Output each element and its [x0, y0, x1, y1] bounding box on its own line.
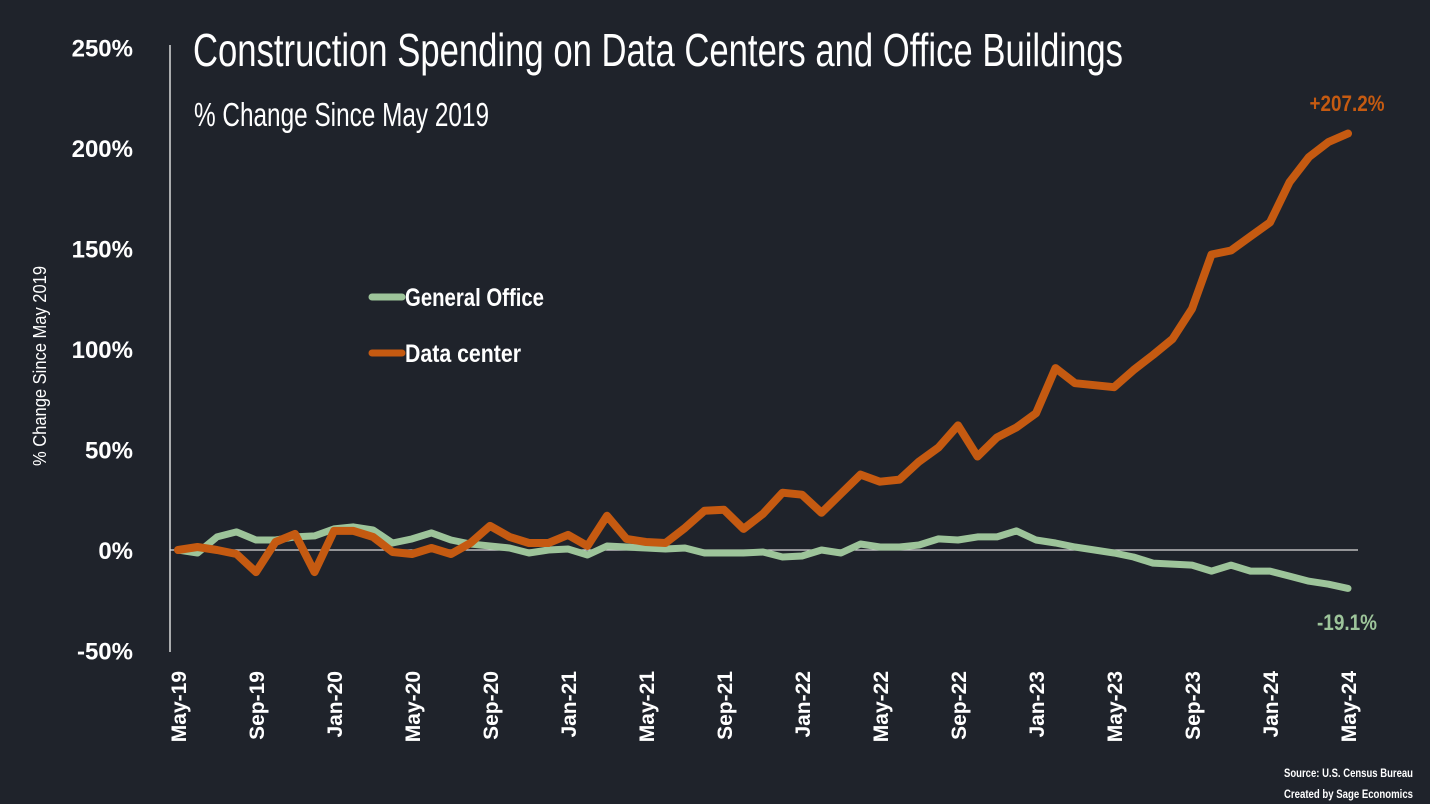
x-tick-label: May-19	[168, 671, 191, 742]
x-tick-label: Jan-22	[792, 671, 815, 738]
y-tick-label: 250%	[72, 36, 133, 63]
x-tick-label: Sep-22	[948, 671, 971, 740]
source-note: Source: U.S. Census Bureau	[1284, 766, 1413, 780]
legend-item-general-office[interactable]: General Office	[368, 284, 544, 312]
x-tick-label: Sep-23	[1182, 671, 1205, 740]
x-axis-ticks: May-19 Sep-19 Jan-20 May-20 Sep-20 Jan-21 May-…	[168, 671, 1361, 743]
legend: General Office Data center	[368, 284, 544, 368]
x-tick-label: Jan-24	[1260, 671, 1283, 738]
legend-item-data-center[interactable]: Data center	[368, 340, 521, 368]
x-tick-label: Sep-20	[480, 671, 503, 740]
y-tick-label: 50%	[85, 438, 133, 465]
legend-label-general-office: General Office	[405, 284, 544, 312]
x-tick-label: Jan-23	[1026, 671, 1049, 738]
x-tick-label: Sep-19	[246, 671, 269, 740]
y-tick-label: 200%	[72, 136, 133, 163]
y-tick-label: 0%	[98, 538, 133, 565]
data-center-end-label: +207.2%	[1310, 91, 1385, 116]
chart-title: Construction Spending on Data Centers an…	[193, 24, 1123, 76]
credit-note: Created by Sage Economics	[1284, 787, 1413, 801]
y-axis-ticks: -50% 0% 50% 100% 150% 200% 250%	[72, 36, 133, 666]
series-line-general-office	[174, 523, 1352, 592]
y-tick-label: -50%	[77, 639, 133, 666]
y-axis-title: % Change Since May 2019	[30, 266, 50, 466]
x-tick-label: Sep-21	[714, 671, 737, 740]
x-tick-label: Jan-21	[558, 671, 581, 738]
general-office-end-label: -19.1%	[1317, 610, 1377, 635]
y-tick-label: 100%	[72, 337, 133, 364]
series-line-data-center	[174, 129, 1352, 577]
x-tick-label: May-20	[402, 671, 425, 742]
legend-label-data-center: Data center	[405, 340, 521, 368]
y-tick-label: 150%	[72, 237, 133, 264]
x-tick-label: May-24	[1338, 671, 1361, 743]
chart-subtitle: % Change Since May 2019	[194, 96, 489, 133]
series-lines	[174, 129, 1352, 592]
x-tick-label: Jan-20	[324, 671, 347, 738]
x-tick-label: May-21	[636, 671, 659, 743]
x-tick-label: May-23	[1104, 671, 1127, 742]
x-tick-label: May-22	[870, 671, 893, 742]
